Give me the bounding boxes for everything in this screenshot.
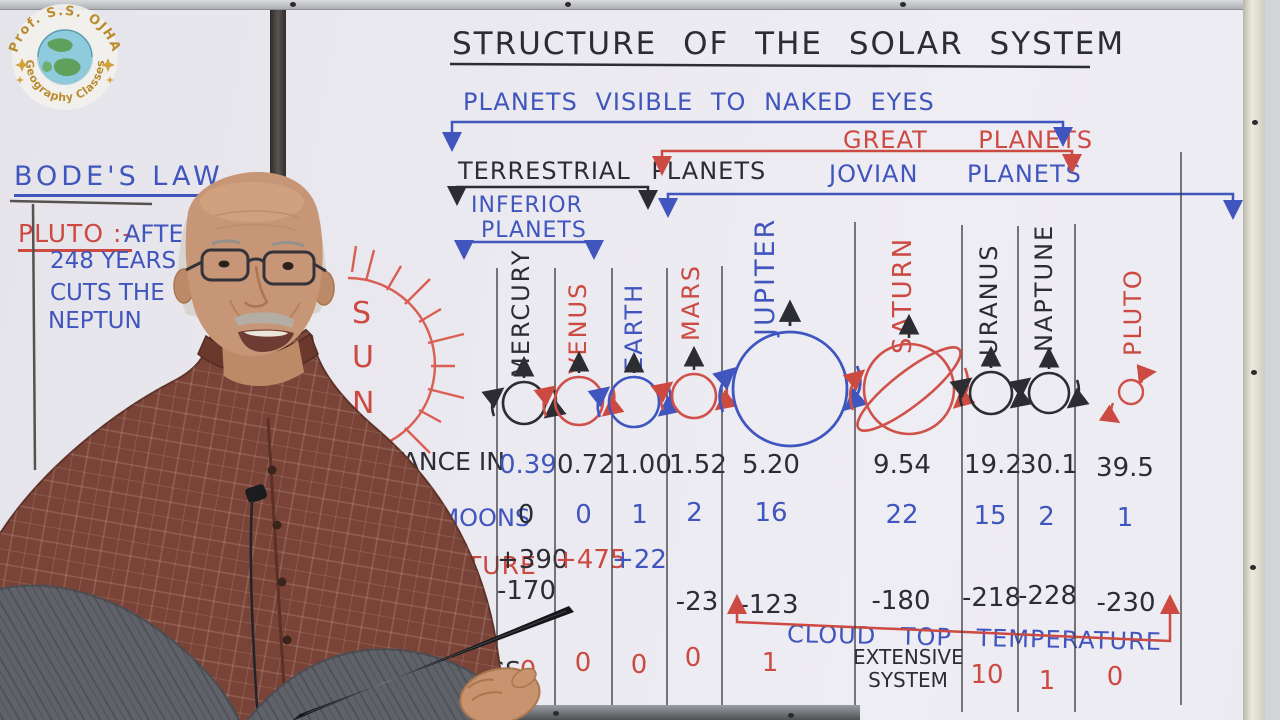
- sideboard-heading: BODE'S LAW: [14, 161, 224, 197]
- sideboard-line1: AFTE: [124, 220, 184, 248]
- venus-moons-value: 0: [575, 500, 592, 530]
- jupiter-moons-value: 16: [754, 498, 788, 528]
- mustache: [234, 312, 294, 328]
- pointer-stick: [293, 606, 574, 720]
- eyebrow-right: [271, 241, 305, 248]
- pluto-rings-value: 0: [1106, 662, 1124, 692]
- uranus-moons-value: 15: [973, 501, 1007, 531]
- glasses: [185, 248, 327, 286]
- sideboard-line3: CUTS THE: [50, 280, 165, 306]
- earth-distance-value: 1.00: [614, 450, 672, 480]
- neptune-moons-value: 2: [1038, 502, 1055, 532]
- board-subtitle: PLANETS VISIBLE TO NAKED EYES: [463, 88, 935, 116]
- mars-moons-value: 2: [686, 498, 703, 528]
- neptune-distance-value: 30.1: [1020, 450, 1078, 480]
- collar-microphone: [245, 484, 267, 503]
- wall: [1265, 0, 1280, 720]
- jupiter-rings-value: 1: [761, 648, 779, 678]
- channel-logo: Prof. S.S. OJHA Geography Classes: [7, 4, 122, 110]
- microphone-cable: [249, 500, 260, 720]
- bracket-inferior-planets: [454, 240, 604, 260]
- saturn-distance-value: 9.54: [873, 450, 931, 480]
- sideboard-frame: [9, 199, 153, 471]
- bracket-cloud-top-temperature: [727, 594, 1180, 643]
- earth-rings-value: 0: [630, 650, 648, 680]
- mercury-distance-value: 0.39: [499, 450, 557, 480]
- mars-temp-value: -23: [675, 587, 719, 617]
- eye-left: [218, 260, 230, 268]
- earth-temp-value: +22: [612, 545, 667, 575]
- pluto-sketch: [1098, 364, 1157, 424]
- mercury-moons-value: 0: [517, 500, 535, 530]
- planet-sketches: [481, 299, 1157, 448]
- saturn-rings-value: EXTENSIVE SYSTEM: [853, 645, 964, 692]
- sideboard-line4: NEPTUN: [48, 308, 142, 334]
- teacher-head: [173, 172, 335, 387]
- board-bottom-rail: [488, 705, 860, 720]
- neptune-rings-value: 1: [1038, 666, 1056, 696]
- mars-rings-value: 0: [684, 643, 702, 673]
- pluto-moons-value: 1: [1116, 503, 1134, 533]
- board-right-rail: [1243, 0, 1265, 720]
- placket: [266, 417, 288, 720]
- venus-distance-value: 0.72: [557, 450, 615, 480]
- sun-letter-u: U: [352, 340, 374, 375]
- sun-letter-s: S: [352, 296, 372, 331]
- earth-moons-value: 1: [631, 500, 648, 530]
- venus-rings-value: 0: [574, 648, 592, 678]
- saturn-sketch: [842, 313, 976, 436]
- neptune-sketch: [1008, 346, 1090, 415]
- pluto-distance-value: 39.5: [1096, 453, 1154, 483]
- mars-distance-value: 1.52: [669, 450, 727, 480]
- bracket-terrestrial-planets: [447, 185, 658, 210]
- board-title: STRUCTURE OF THE SOLAR SYSTEM: [452, 26, 1126, 62]
- teacher-sleeve: [0, 584, 507, 720]
- jupiter-distance-value: 5.20: [742, 450, 800, 480]
- sideboard-term-pluto: PLUTO :-: [18, 219, 133, 252]
- mercury-temp-low-value: -170: [497, 576, 557, 606]
- bracket-great-planets: [652, 149, 1082, 176]
- nose: [244, 265, 269, 308]
- uranus-distance-value: 19.2: [964, 450, 1022, 480]
- label-inferior-2: PLANETS: [481, 218, 587, 243]
- eyebrow-left: [211, 239, 241, 246]
- sideboard-line2: 248 YEARS: [50, 248, 177, 274]
- logo-stars: [15, 58, 115, 84]
- teacher-hand: [459, 667, 541, 720]
- bracket-visible-planets: [442, 120, 1073, 152]
- board-top-rail: [0, 0, 1280, 10]
- uranus-rings-value: 10: [970, 660, 1004, 690]
- column-dividers: [496, 152, 1182, 712]
- bracket-jovian-planets: [658, 192, 1243, 220]
- saturn-moons-value: 22: [885, 500, 919, 530]
- title-underline: [449, 62, 1091, 69]
- eye-right: [282, 262, 294, 270]
